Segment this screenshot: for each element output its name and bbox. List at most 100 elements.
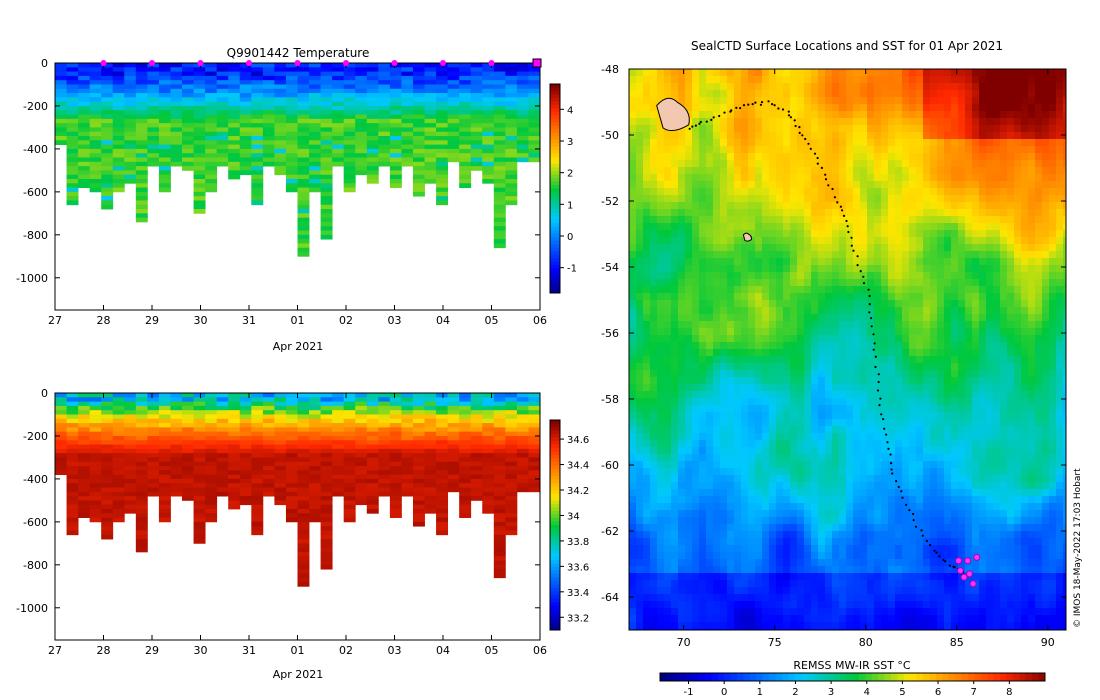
profile-cell: [205, 517, 218, 523]
profile-cell: [482, 153, 495, 158]
profile-cell: [528, 444, 541, 450]
sst-cell: [909, 258, 917, 266]
profile-cell: [424, 504, 437, 510]
sst-cell: [902, 335, 910, 343]
sst-cell: [664, 300, 672, 308]
profile-cell: [251, 196, 264, 201]
profile-cell: [355, 461, 368, 467]
sst-cell: [811, 125, 819, 133]
sst-cell: [993, 251, 1001, 259]
profile-cell: [66, 170, 79, 176]
profile-cell: [262, 148, 275, 154]
sst-cell: [874, 195, 882, 203]
sst-cell: [636, 237, 644, 245]
profile-cell: [309, 140, 321, 146]
profile-cell: [366, 105, 379, 111]
profile-cell: [320, 88, 333, 94]
sst-cell: [664, 83, 672, 91]
profile-cell: [366, 470, 379, 476]
sst-cell: [902, 76, 910, 84]
profile-cell: [55, 123, 67, 128]
profile-cell: [205, 67, 218, 72]
sst-cell: [762, 146, 770, 154]
profile-cell: [297, 213, 310, 219]
profile-cell: [516, 397, 529, 402]
profile-cell: [228, 504, 241, 510]
sst-cell: [1021, 160, 1029, 168]
sst-cell: [944, 272, 952, 280]
sst-cell: [1063, 258, 1067, 266]
profile-cell: [55, 136, 67, 141]
sst-cell: [874, 300, 882, 308]
profile-cell: [112, 474, 125, 480]
latest-profile-marker: [532, 58, 542, 68]
profile-cell: [158, 453, 171, 458]
profile-cell: [78, 466, 91, 471]
sst-cell: [692, 111, 700, 119]
sst-cell: [909, 146, 917, 154]
profile-cell: [135, 418, 148, 424]
sst-cell: [867, 202, 875, 210]
profile-cell: [436, 461, 449, 467]
sst-cell: [937, 111, 945, 119]
sst-cell: [629, 76, 637, 84]
sst-cell: [902, 265, 910, 273]
sst-cell: [685, 132, 693, 140]
sst-cell: [986, 328, 994, 336]
sst-cell: [1000, 258, 1008, 266]
profile-cell: [343, 414, 356, 420]
profile-cell: [493, 418, 506, 424]
sst-cell: [979, 146, 987, 154]
sst-cell: [888, 300, 896, 308]
profile-cell: [112, 453, 125, 458]
profile-cell: [459, 405, 472, 411]
sst-cell: [748, 265, 756, 273]
profile-cell: [378, 478, 391, 484]
profile-cell: [193, 123, 206, 128]
sst-cell: [699, 237, 707, 245]
profile-cell: [285, 174, 298, 180]
profile-cell: [274, 435, 287, 441]
sst-cell: [839, 328, 847, 336]
profile-cell: [78, 418, 91, 424]
profile-cell: [112, 118, 125, 124]
profile-cell: [135, 80, 148, 85]
sst-cell: [713, 69, 721, 77]
sst-cell: [1014, 76, 1022, 84]
profile-cell: [493, 123, 506, 128]
sst-cell: [755, 167, 763, 175]
profile-cell: [436, 483, 449, 488]
profile-cell: [228, 170, 241, 176]
profile-cell: [135, 131, 148, 137]
sst-cell: [692, 195, 700, 203]
profile-cell: [135, 478, 148, 484]
profile-cell: [378, 157, 391, 163]
sst-cell: [1049, 111, 1057, 119]
sst-cell: [650, 83, 658, 91]
sst-cell: [797, 104, 805, 112]
sst-cell: [685, 174, 693, 182]
profile-cell: [66, 157, 79, 163]
sst-cell: [706, 300, 714, 308]
sst-cell: [748, 237, 756, 245]
profile-cell: [262, 440, 275, 445]
profile-cell: [89, 75, 102, 81]
sst-cell: [636, 153, 644, 161]
sst-cell: [741, 195, 749, 203]
sst-cell: [902, 223, 910, 231]
sst-cell: [671, 181, 679, 189]
sst-cell: [972, 300, 980, 308]
profile-cell: [78, 166, 91, 171]
profile-cell: [251, 166, 264, 171]
profile-cell: [470, 410, 483, 415]
profile-cell: [332, 105, 345, 111]
sst-cell: [860, 202, 868, 210]
profile-cell: [193, 418, 206, 424]
profile-cell: [309, 487, 321, 493]
profile-cell: [355, 491, 368, 497]
profile-cell: [378, 448, 391, 454]
profile-cell: [89, 80, 102, 85]
sst-cell: [748, 125, 756, 133]
profile-cell: [424, 453, 437, 458]
profile-cell: [493, 221, 506, 227]
